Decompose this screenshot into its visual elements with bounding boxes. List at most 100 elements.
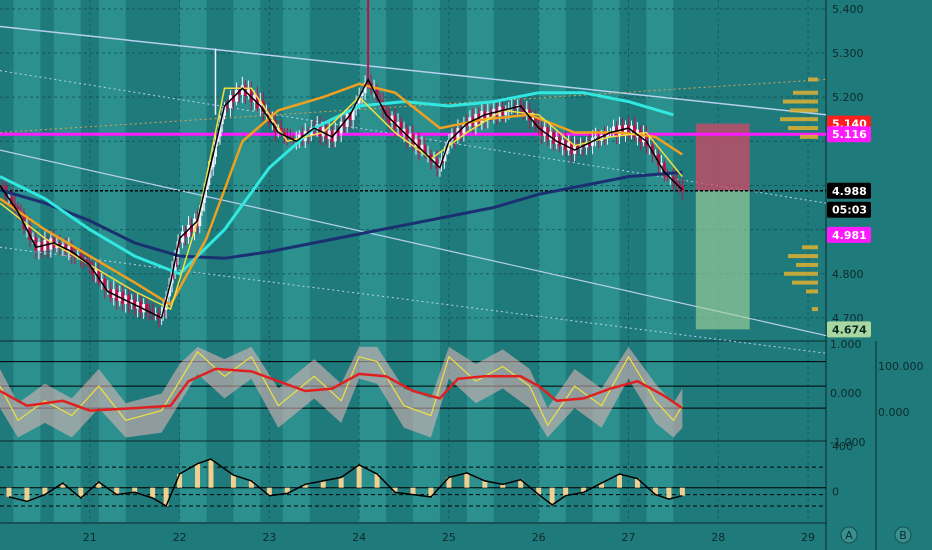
candle-body <box>558 136 562 147</box>
candle-body <box>644 133 648 147</box>
candle-body <box>97 269 101 283</box>
volume-profile-bar-5 <box>788 126 818 131</box>
histogram-bar <box>114 487 120 495</box>
badge-pink_level-text: 5.116 <box>832 128 867 141</box>
histogram-bar <box>679 487 685 496</box>
candle-body <box>273 119 277 133</box>
candle-body <box>234 90 238 102</box>
candle-body <box>567 142 571 151</box>
histogram-tick-label: 400 <box>832 440 853 453</box>
candle-body <box>486 111 490 120</box>
lower-dotted-trendline <box>0 246 827 354</box>
histogram-bar <box>96 482 102 488</box>
volume-profile-bar-6 <box>800 134 818 139</box>
candle-body <box>184 231 188 237</box>
price-tick-label: 4.800 <box>832 268 864 281</box>
volume-profile-bar-4 <box>780 117 818 122</box>
candle-body <box>665 176 669 178</box>
badge-target-text: 4.674 <box>832 323 867 336</box>
candle-body <box>459 128 463 134</box>
axis-button-a[interactable]: A <box>840 526 858 544</box>
histogram-bar <box>428 487 434 497</box>
sma-slow-line <box>0 91 674 276</box>
histogram-tick-label: 0 <box>832 486 839 499</box>
axis-button-label[interactable]: B <box>899 529 907 542</box>
candle-body <box>582 146 586 148</box>
badge-last-text: 4.988 <box>832 185 867 198</box>
candle-body <box>513 107 517 109</box>
candle-body <box>531 118 535 121</box>
oscillator-band <box>0 346 683 438</box>
candle-body <box>588 141 592 146</box>
candle-body <box>145 304 149 310</box>
candle-body <box>671 176 675 182</box>
candle-body <box>288 136 292 138</box>
candle-body <box>193 218 197 232</box>
position-box[interactable] <box>695 123 750 330</box>
histogram-bar <box>266 487 272 496</box>
volume-profile-bar-2 <box>783 99 818 104</box>
oscillator-secondary-tick-label: 0.000 <box>878 406 910 419</box>
candle-body <box>34 237 38 251</box>
lower-trendline <box>0 149 827 337</box>
candle-body <box>534 118 538 127</box>
time-tick-label: 28 <box>711 531 725 544</box>
oscillator-tick-label: 1.000 <box>830 338 862 351</box>
axis-button-label[interactable]: A <box>845 529 853 542</box>
candle-body <box>237 90 241 95</box>
histogram-bar <box>302 484 308 488</box>
candle-body <box>31 237 35 240</box>
candle-body <box>348 113 352 120</box>
histogram-bar <box>248 480 254 488</box>
candle-body <box>121 292 125 304</box>
candle-body <box>384 110 388 115</box>
candle-body <box>225 106 229 109</box>
badge-magenta_low <box>827 226 871 243</box>
candle-body <box>405 128 409 140</box>
histogram-bar <box>652 487 658 495</box>
trend-lines <box>0 25 827 354</box>
candle-body <box>270 119 274 123</box>
candle-body <box>606 133 610 137</box>
session-band-8 <box>466 0 494 522</box>
candle-body <box>426 154 430 156</box>
session-band-2 <box>98 0 126 522</box>
axis-button-circle[interactable] <box>894 526 912 544</box>
price-tick-label: 5.200 <box>832 91 864 104</box>
candle-body <box>360 93 364 96</box>
session-band-7 <box>413 0 440 522</box>
volume-profile-bar-3 <box>790 108 818 113</box>
candle-body <box>650 144 654 154</box>
candle-body <box>576 144 580 149</box>
candle-body <box>216 136 220 142</box>
candle-body <box>450 133 454 141</box>
time-tick-label: 21 <box>83 531 97 544</box>
histogram-bar <box>230 475 236 488</box>
histogram-bar <box>150 487 156 498</box>
candle-body <box>207 169 211 186</box>
candle-body <box>641 133 645 143</box>
histogram-bar <box>392 487 398 493</box>
candle-body <box>94 269 98 275</box>
candle-body <box>441 160 445 162</box>
candle-body <box>13 204 17 207</box>
candle-body <box>198 210 202 227</box>
axis-button-circle[interactable] <box>840 526 858 544</box>
take-profit-zone[interactable] <box>695 190 750 330</box>
candle-body <box>264 112 268 114</box>
candle-body <box>279 127 283 133</box>
axis-button-b[interactable]: B <box>894 526 912 544</box>
histogram-bar <box>163 487 169 506</box>
candle-body <box>222 106 226 116</box>
histogram-bar <box>518 479 524 488</box>
candle-body <box>345 113 349 127</box>
candle-body <box>205 185 208 191</box>
candle-body <box>240 85 244 95</box>
badge-countdown <box>827 201 871 218</box>
volume-profile-bar-13 <box>812 307 818 312</box>
candle-body <box>594 136 598 138</box>
histogram-bar <box>78 487 84 498</box>
